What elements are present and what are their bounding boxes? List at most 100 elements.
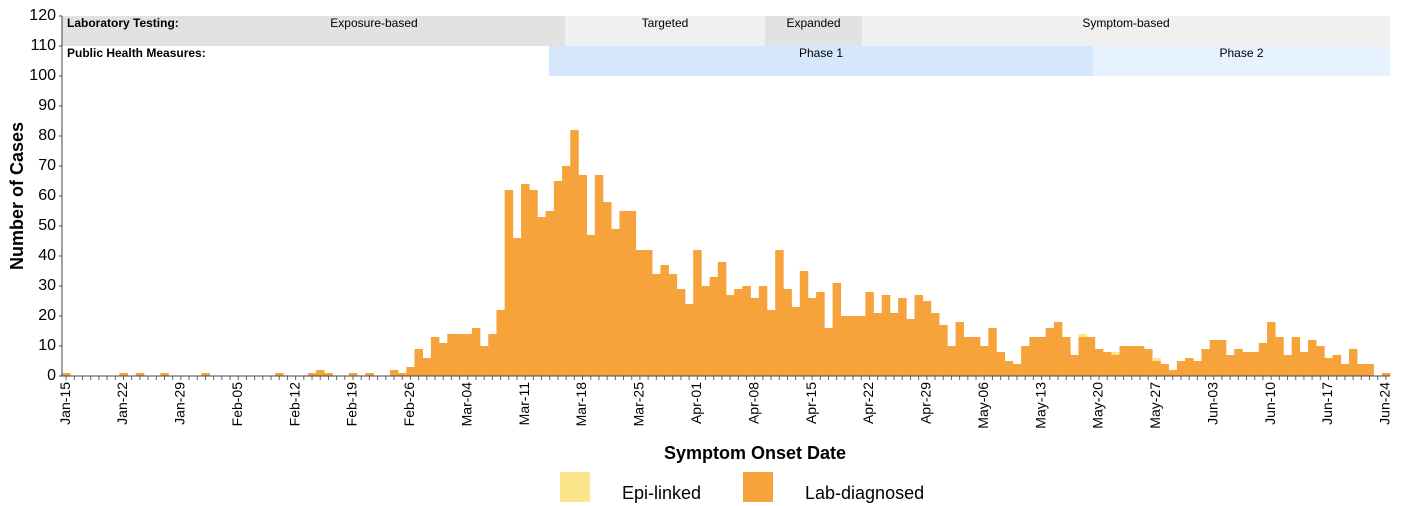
x-tick-label: Jun-24 <box>1377 382 1393 425</box>
bar <box>930 313 940 376</box>
bar <box>1299 352 1309 376</box>
y-tick-label: 120 <box>29 7 56 24</box>
bar <box>898 298 907 376</box>
bar <box>1340 364 1350 376</box>
bar <box>1127 346 1137 376</box>
bar <box>889 313 899 376</box>
bar <box>422 358 432 376</box>
bar <box>406 367 415 376</box>
bar <box>316 370 325 376</box>
bar <box>471 328 481 376</box>
bar <box>947 346 956 376</box>
bar <box>1004 361 1014 376</box>
bar <box>1062 337 1071 376</box>
bar <box>578 175 587 376</box>
testing-phase-label: Targeted <box>642 16 689 30</box>
bar <box>627 211 637 376</box>
x-tick-label: Apr-08 <box>745 382 761 424</box>
bar <box>766 310 776 376</box>
bar <box>980 346 989 376</box>
bar <box>1357 364 1366 376</box>
bar <box>480 346 489 376</box>
x-tick-label: Jan-15 <box>57 382 73 425</box>
bar <box>1275 337 1284 376</box>
x-tick-label: Feb-12 <box>286 382 302 427</box>
testing-phase-label: Exposure-based <box>330 16 417 30</box>
bar <box>1078 334 1087 337</box>
y-tick-label: 0 <box>47 367 56 384</box>
bar <box>455 334 464 376</box>
bar <box>1012 364 1022 376</box>
bar <box>594 175 604 376</box>
bar <box>1316 346 1325 376</box>
bar <box>857 316 866 376</box>
bar <box>463 334 473 376</box>
bar <box>922 301 932 376</box>
bar <box>1324 358 1333 376</box>
x-tick-label: Mar-18 <box>573 382 589 427</box>
bar <box>619 211 628 376</box>
bar <box>1258 343 1268 376</box>
measures-phase-label: Phase 1 <box>799 46 843 60</box>
bar <box>1144 349 1153 376</box>
x-tick-label: May-06 <box>975 382 991 429</box>
bar <box>988 328 997 376</box>
bar <box>62 373 71 376</box>
bar <box>1070 355 1079 376</box>
bar <box>488 334 497 376</box>
bar <box>1381 373 1391 376</box>
bar <box>832 283 842 376</box>
bar <box>201 373 210 376</box>
bar <box>365 373 374 376</box>
bar <box>1349 349 1358 376</box>
bar <box>1168 370 1178 376</box>
bar <box>537 217 546 376</box>
y-tick-label: 100 <box>29 67 56 84</box>
bar <box>1152 358 1161 361</box>
bar <box>430 337 440 376</box>
bar <box>1037 337 1047 376</box>
legend-swatch <box>560 472 590 502</box>
x-tick-label: Feb-26 <box>401 382 417 427</box>
bar <box>1267 322 1276 376</box>
bar <box>611 229 620 376</box>
bar <box>1185 358 1194 376</box>
testing-phase-label: Symptom-based <box>1082 16 1169 30</box>
y-tick-label: 50 <box>38 217 56 234</box>
bar <box>529 190 538 376</box>
bar <box>586 235 596 376</box>
y-tick-label: 70 <box>38 157 56 174</box>
y-tick-label: 20 <box>38 307 56 324</box>
bar <box>914 295 924 376</box>
x-tick-label: Mar-04 <box>458 382 474 427</box>
y-tick-label: 40 <box>38 247 56 264</box>
bar <box>521 184 530 376</box>
x-tick-label: Feb-19 <box>344 382 360 427</box>
bar <box>840 316 850 376</box>
bar <box>1234 349 1243 376</box>
bar <box>160 373 169 376</box>
bar <box>996 352 1006 376</box>
bar <box>275 373 284 376</box>
bar <box>1209 340 1219 376</box>
bar <box>1193 361 1202 376</box>
bar <box>709 277 719 376</box>
bar <box>955 322 965 376</box>
testing-band <box>62 16 565 46</box>
bar <box>447 334 456 376</box>
bar <box>389 370 399 376</box>
bar <box>1226 355 1235 376</box>
bar <box>726 295 735 376</box>
legend-swatch <box>743 472 773 502</box>
legend-label: Epi-linked <box>622 483 701 503</box>
bar <box>971 337 981 376</box>
bar <box>603 202 612 376</box>
measures-row-label: Public Health Measures: <box>67 46 206 60</box>
bar <box>570 130 579 376</box>
bar <box>1094 349 1104 376</box>
bar <box>668 274 678 376</box>
bar <box>676 289 686 376</box>
bar <box>348 373 358 376</box>
bar <box>701 286 710 376</box>
